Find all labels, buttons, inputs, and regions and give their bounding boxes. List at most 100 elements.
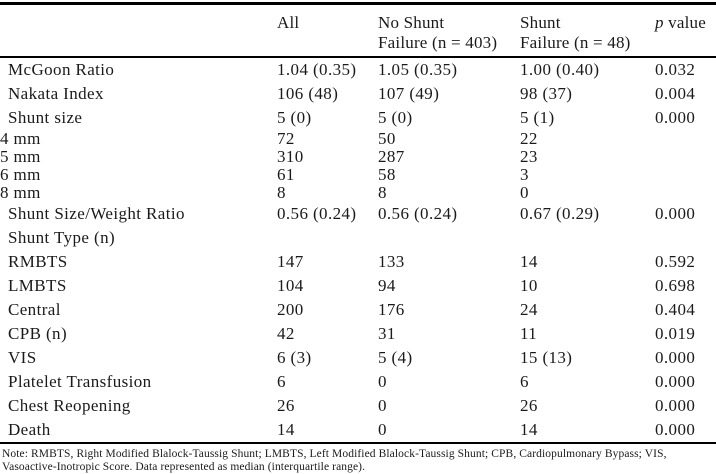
row-label: 5 mm [0,147,41,166]
cell-no-shunt-failure: 133 [378,252,405,271]
cell-no-shunt-failure: 0.56 (0.24) [378,204,458,223]
table-row: Nakata Index 106 (48) 107 (49) 98 (37) 0… [0,82,716,106]
cell-p-value: 0.000 [655,348,696,367]
header-shunt-line1: Shunt [520,13,561,32]
cell-shunt-failure: 22 [520,129,538,148]
cell-shunt-failure: 24 [520,300,538,319]
header-p-value-word: value [663,13,706,32]
cell-no-shunt-failure [378,226,520,250]
cell-all: 0.56 (0.24) [277,204,357,223]
row-label: Death [8,420,51,439]
table-row: 5 mm 310 287 23 [0,148,716,166]
row-label: Shunt Size/Weight Ratio [8,204,185,223]
cell-shunt-failure: 14 [520,252,538,271]
cell-shunt-failure: 6 [520,372,529,391]
cell-p-value: 0.592 [655,252,696,271]
cell-all: 1.04 (0.35) [277,60,357,79]
table-row: McGoon Ratio 1.04 (0.35) 1.05 (0.35) 1.0… [0,57,716,82]
cell-shunt-failure: 11 [520,324,538,343]
cell-p-value: 0.000 [655,372,696,391]
cell-shunt-failure: 0 [520,183,529,202]
row-label: 8 mm [0,183,41,202]
header-p-symbol: p [655,13,664,32]
header-empty-cell [0,3,277,58]
cell-p-value [655,184,716,202]
row-label: Shunt Type (n) [8,228,116,247]
table-row: 4 mm 72 50 22 [0,130,716,148]
cell-no-shunt-failure: 0 [378,372,387,391]
row-label: 6 mm [0,165,41,184]
cell-all: 106 (48) [277,84,339,103]
row-label: Chest Reopening [8,396,131,415]
cell-p-value [655,226,716,250]
cell-no-shunt-failure: 94 [378,276,396,295]
cell-all: 147 [277,252,304,271]
cell-p-value: 0.004 [655,84,696,103]
row-label: RMBTS [8,252,68,271]
cell-no-shunt-failure: 50 [378,129,396,148]
table-row: Shunt Size/Weight Ratio 0.56 (0.24) 0.56… [0,202,716,226]
shunt-failure-statistics-table: All No Shunt Failure (n = 403) Shunt Fai… [0,2,716,444]
table-row: RMBTS 147 133 14 0.592 [0,250,716,274]
cell-p-value: 0.000 [655,396,696,415]
table-row: 8 mm 8 8 0 [0,184,716,202]
cell-p-value: 0.032 [655,60,696,79]
cell-all: 310 [277,147,304,166]
cell-all: 61 [277,165,295,184]
table-row: Central 200 176 24 0.404 [0,298,716,322]
cell-all: 6 [277,372,286,391]
table-row: Shunt size 5 (0) 5 (0) 5 (1) 0.000 [0,106,716,130]
row-label: LMBTS [8,276,67,295]
cell-shunt-failure [520,226,655,250]
cell-shunt-failure: 23 [520,147,538,166]
cell-all: 72 [277,129,295,148]
cell-all: 26 [277,396,295,415]
table-row: LMBTS 104 94 10 0.698 [0,274,716,298]
cell-no-shunt-failure: 5 (4) [378,348,413,367]
table-row: VIS 6 (3) 5 (4) 15 (13) 0.000 [0,346,716,370]
cell-all [277,226,378,250]
cell-all: 14 [277,420,295,439]
cell-no-shunt-failure: 0 [378,396,387,415]
table-row: 6 mm 61 58 3 [0,166,716,184]
cell-p-value: 0.404 [655,300,696,319]
cell-shunt-failure: 3 [520,165,529,184]
row-label: VIS [8,348,37,367]
table-row: Shunt Type (n) [0,226,716,250]
cell-all: 5 (0) [277,108,312,127]
header-row: All No Shunt Failure (n = 403) Shunt Fai… [0,3,716,58]
header-p-value: p value [655,3,716,58]
header-shunt-line2: Failure (n = 48) [520,33,631,52]
cell-all: 42 [277,324,295,343]
table-header: All No Shunt Failure (n = 403) Shunt Fai… [0,3,716,58]
cell-all: 6 (3) [277,348,312,367]
table-body: McGoon Ratio 1.04 (0.35) 1.05 (0.35) 1.0… [0,57,716,443]
table-row: Chest Reopening 26 0 26 0.000 [0,394,716,418]
cell-no-shunt-failure: 176 [378,300,405,319]
cell-p-value [655,166,716,184]
table-footnote: Note: RMBTS, Right Modified Blalock-Taus… [2,448,667,473]
cell-no-shunt-failure: 58 [378,165,396,184]
cell-p-value: 0.000 [655,204,696,223]
row-label: McGoon Ratio [8,60,115,79]
header-shunt-failure: Shunt Failure (n = 48) [520,3,655,58]
row-label: Platelet Transfusion [8,372,152,391]
cell-shunt-failure: 10 [520,276,538,295]
cell-all: 200 [277,300,304,319]
row-label: Shunt size [8,108,83,127]
cell-no-shunt-failure: 1.05 (0.35) [378,60,458,79]
row-label: 4 mm [0,129,41,148]
header-no-shunt-line1: No Shunt [378,13,445,32]
row-label: CPB (n) [8,324,68,343]
header-no-shunt-failure: No Shunt Failure (n = 403) [378,3,520,58]
cell-shunt-failure: 5 (1) [520,108,555,127]
cell-p-value: 0.000 [655,108,696,127]
cell-shunt-failure: 15 (13) [520,348,573,367]
table-row: Platelet Transfusion 6 0 6 0.000 [0,370,716,394]
row-label: Nakata Index [8,84,104,103]
cell-p-value: 0.019 [655,324,696,343]
header-no-shunt-line2: Failure (n = 403) [378,33,498,52]
table-row: Death 14 0 14 0.000 [0,418,716,443]
cell-shunt-failure: 98 (37) [520,84,573,103]
